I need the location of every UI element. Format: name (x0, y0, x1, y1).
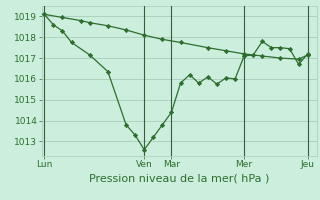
X-axis label: Pression niveau de la mer( hPa ): Pression niveau de la mer( hPa ) (89, 173, 269, 183)
